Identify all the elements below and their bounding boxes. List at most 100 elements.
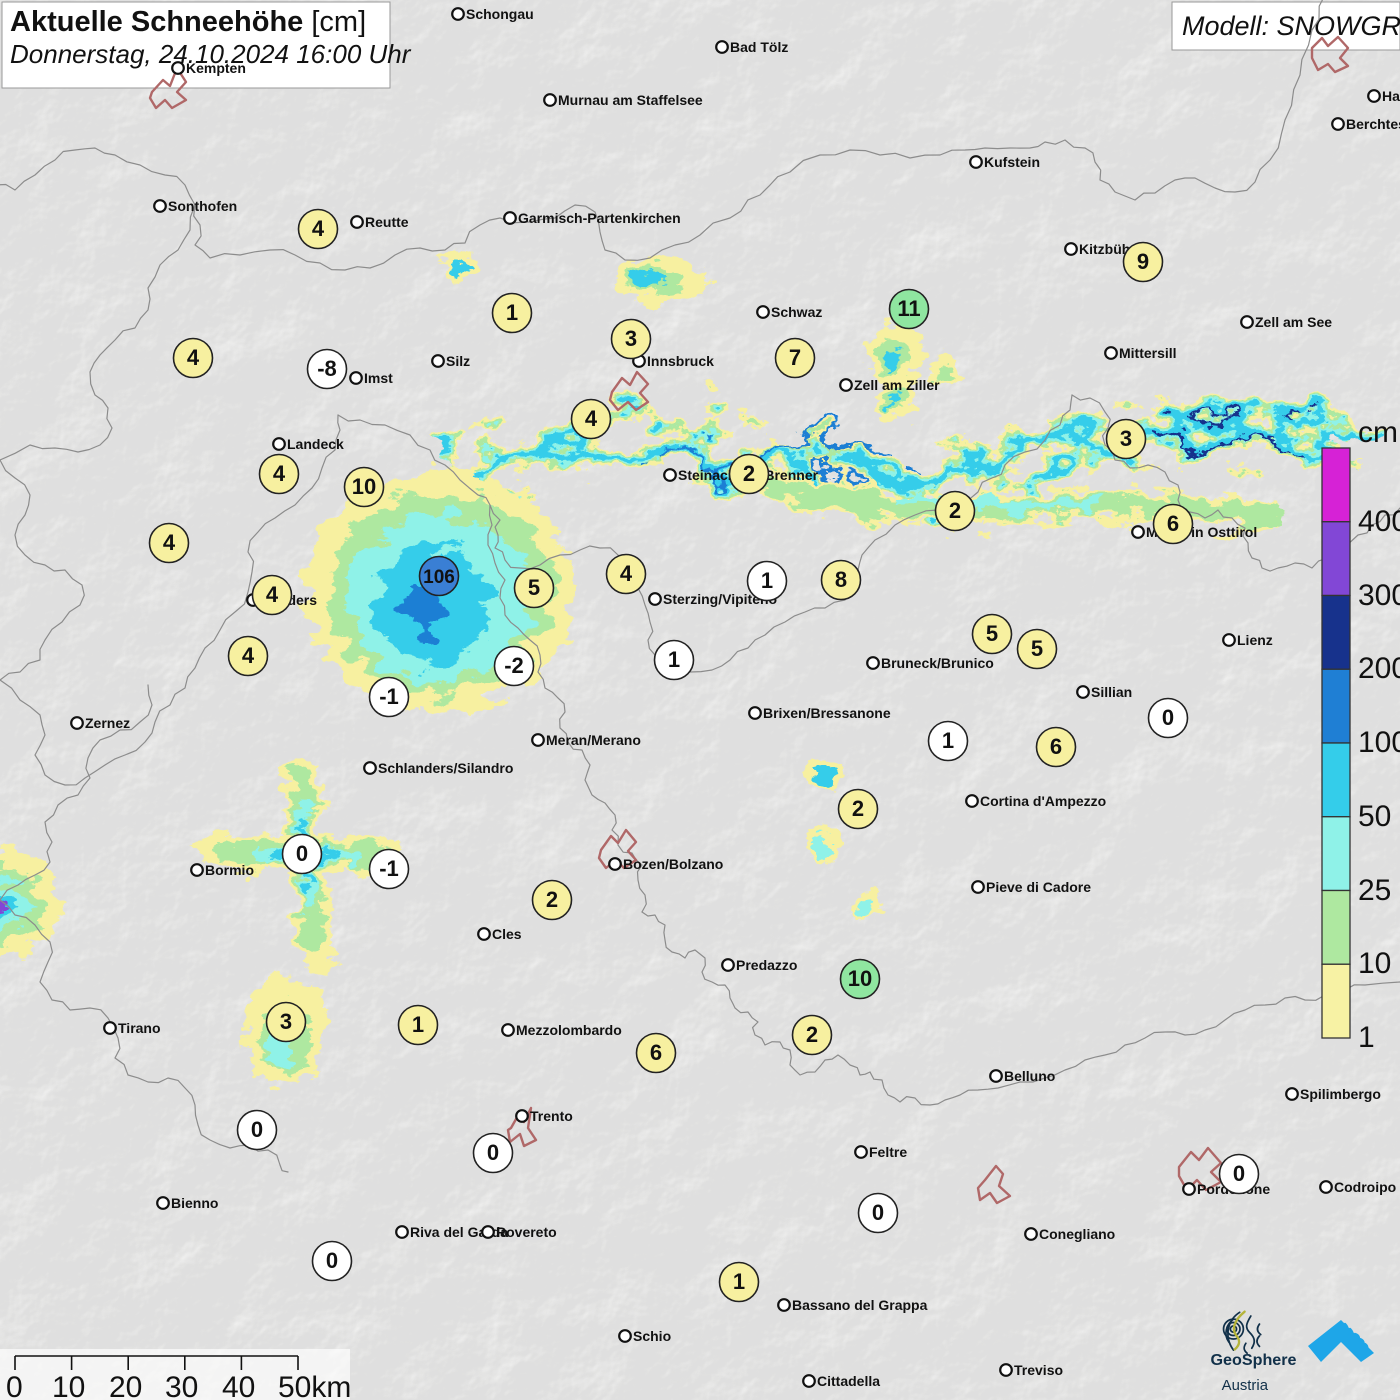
svg-text:Conegliano: Conegliano [1039,1226,1115,1242]
svg-text:30: 30 [165,1371,198,1400]
svg-text:Lienz: Lienz [1237,632,1273,648]
svg-text:25: 25 [1358,874,1391,907]
svg-text:Mittersill: Mittersill [1119,345,1177,361]
svg-text:Silz: Silz [446,353,470,369]
svg-text:Kempten: Kempten [186,60,246,76]
svg-text:Zell am See: Zell am See [1255,314,1332,330]
svg-text:Garmisch-Partenkirchen: Garmisch-Partenkirchen [518,210,681,226]
svg-text:cm: cm [1358,416,1398,449]
svg-text:Landeck: Landeck [287,436,344,452]
svg-text:Feltre: Feltre [869,1144,907,1160]
svg-text:Bassano del Grappa: Bassano del Grappa [792,1297,928,1313]
svg-text:1: 1 [668,647,680,672]
svg-text:-2: -2 [504,653,524,678]
svg-text:Cortina d'Ampezzo: Cortina d'Ampezzo [980,793,1106,809]
svg-text:8: 8 [835,567,847,592]
svg-text:3: 3 [280,1009,292,1034]
svg-text:Murnau am Staffelsee: Murnau am Staffelsee [558,92,703,108]
svg-text:2: 2 [949,498,961,523]
svg-text:1: 1 [942,728,954,753]
svg-text:Brixen/Bressanone: Brixen/Bressanone [763,705,891,721]
svg-text:Bad Tölz: Bad Tölz [730,39,788,55]
svg-text:10: 10 [848,966,872,991]
svg-text:5: 5 [986,621,998,646]
svg-text:Bienno: Bienno [171,1195,218,1211]
svg-text:3: 3 [625,326,637,351]
svg-text:Zell am Ziller: Zell am Ziller [854,377,940,393]
svg-text:106: 106 [423,567,455,588]
svg-text:Schlanders/Silandro: Schlanders/Silandro [378,760,513,776]
svg-text:20: 20 [109,1371,142,1400]
svg-text:2: 2 [852,796,864,821]
svg-text:2: 2 [546,887,558,912]
svg-text:7: 7 [789,345,801,370]
svg-text:4: 4 [585,406,598,431]
svg-text:GeoSphere: GeoSphere [1211,1351,1297,1369]
svg-text:Bormio: Bormio [205,862,254,878]
svg-text:6: 6 [650,1040,662,1065]
svg-text:2: 2 [743,461,755,486]
svg-text:11: 11 [897,296,920,321]
svg-text:Aktuelle Schneehöhe [cm]: Aktuelle Schneehöhe [cm] [10,6,366,38]
svg-text:2: 2 [806,1022,818,1047]
svg-text:0: 0 [296,841,308,866]
svg-text:10: 10 [1358,947,1391,980]
svg-text:3: 3 [1120,426,1132,451]
svg-text:Cles: Cles [492,926,522,942]
svg-text:9: 9 [1137,249,1149,274]
svg-text:Austria: Austria [1222,1378,1269,1394]
svg-text:Imst: Imst [364,370,393,386]
svg-text:10: 10 [52,1371,85,1400]
svg-text:Meran/Merano: Meran/Merano [546,732,641,748]
svg-text:Sillian: Sillian [1091,684,1132,700]
svg-text:Cittadella: Cittadella [817,1373,880,1389]
svg-text:0: 0 [1233,1161,1245,1186]
svg-text:400: 400 [1358,505,1400,538]
svg-text:Kufstein: Kufstein [984,154,1040,170]
svg-text:Schio: Schio [633,1328,671,1344]
svg-text:4: 4 [242,643,255,668]
svg-text:-1: -1 [379,856,399,881]
svg-text:40: 40 [222,1371,255,1400]
svg-text:4: 4 [187,345,200,370]
svg-text:300: 300 [1358,579,1400,612]
svg-text:0: 0 [1162,705,1174,730]
svg-text:Pieve di Cadore: Pieve di Cadore [986,879,1091,895]
svg-text:0: 0 [326,1248,338,1273]
svg-text:1: 1 [733,1269,745,1294]
svg-text:-1: -1 [379,684,399,709]
svg-text:0: 0 [872,1200,884,1225]
svg-text:Bozen/Bolzano: Bozen/Bolzano [623,856,723,872]
svg-text:5: 5 [1031,636,1043,661]
svg-text:0: 0 [6,1371,23,1400]
svg-text:Predazzo: Predazzo [736,957,797,973]
svg-text:Codroipo: Codroipo [1334,1179,1396,1195]
svg-text:-8: -8 [317,356,337,381]
svg-text:4: 4 [312,216,325,241]
svg-text:Tirano: Tirano [118,1020,161,1036]
svg-text:Sonthofen: Sonthofen [168,198,237,214]
svg-text:Berchtesgaden: Berchtesgaden [1346,116,1400,132]
svg-text:0: 0 [251,1117,263,1142]
svg-text:Schongau: Schongau [466,6,534,22]
svg-text:Mezzolombardo: Mezzolombardo [516,1022,622,1038]
svg-text:Hallein: Hallein [1382,88,1400,104]
svg-text:6: 6 [1167,511,1179,536]
svg-text:100: 100 [1358,726,1400,759]
svg-text:Schwaz: Schwaz [771,304,822,320]
svg-text:1: 1 [1358,1021,1375,1054]
svg-text:4: 4 [620,561,633,586]
svg-text:Spilimbergo: Spilimbergo [1300,1086,1381,1102]
svg-text:Modell: SNOWGRID: Modell: SNOWGRID [1182,11,1400,41]
svg-text:Treviso: Treviso [1014,1362,1063,1378]
svg-text:Reutte: Reutte [365,214,409,230]
svg-text:6: 6 [1050,734,1062,759]
svg-text:4: 4 [163,530,176,555]
svg-text:1: 1 [761,568,773,593]
svg-text:Bruneck/Brunico: Bruneck/Brunico [881,655,994,671]
svg-text:4: 4 [266,582,279,607]
svg-text:Zernez: Zernez [85,715,130,731]
svg-text:50: 50 [1358,800,1391,833]
svg-text:5: 5 [528,575,540,600]
svg-text:Innsbruck: Innsbruck [647,353,714,369]
